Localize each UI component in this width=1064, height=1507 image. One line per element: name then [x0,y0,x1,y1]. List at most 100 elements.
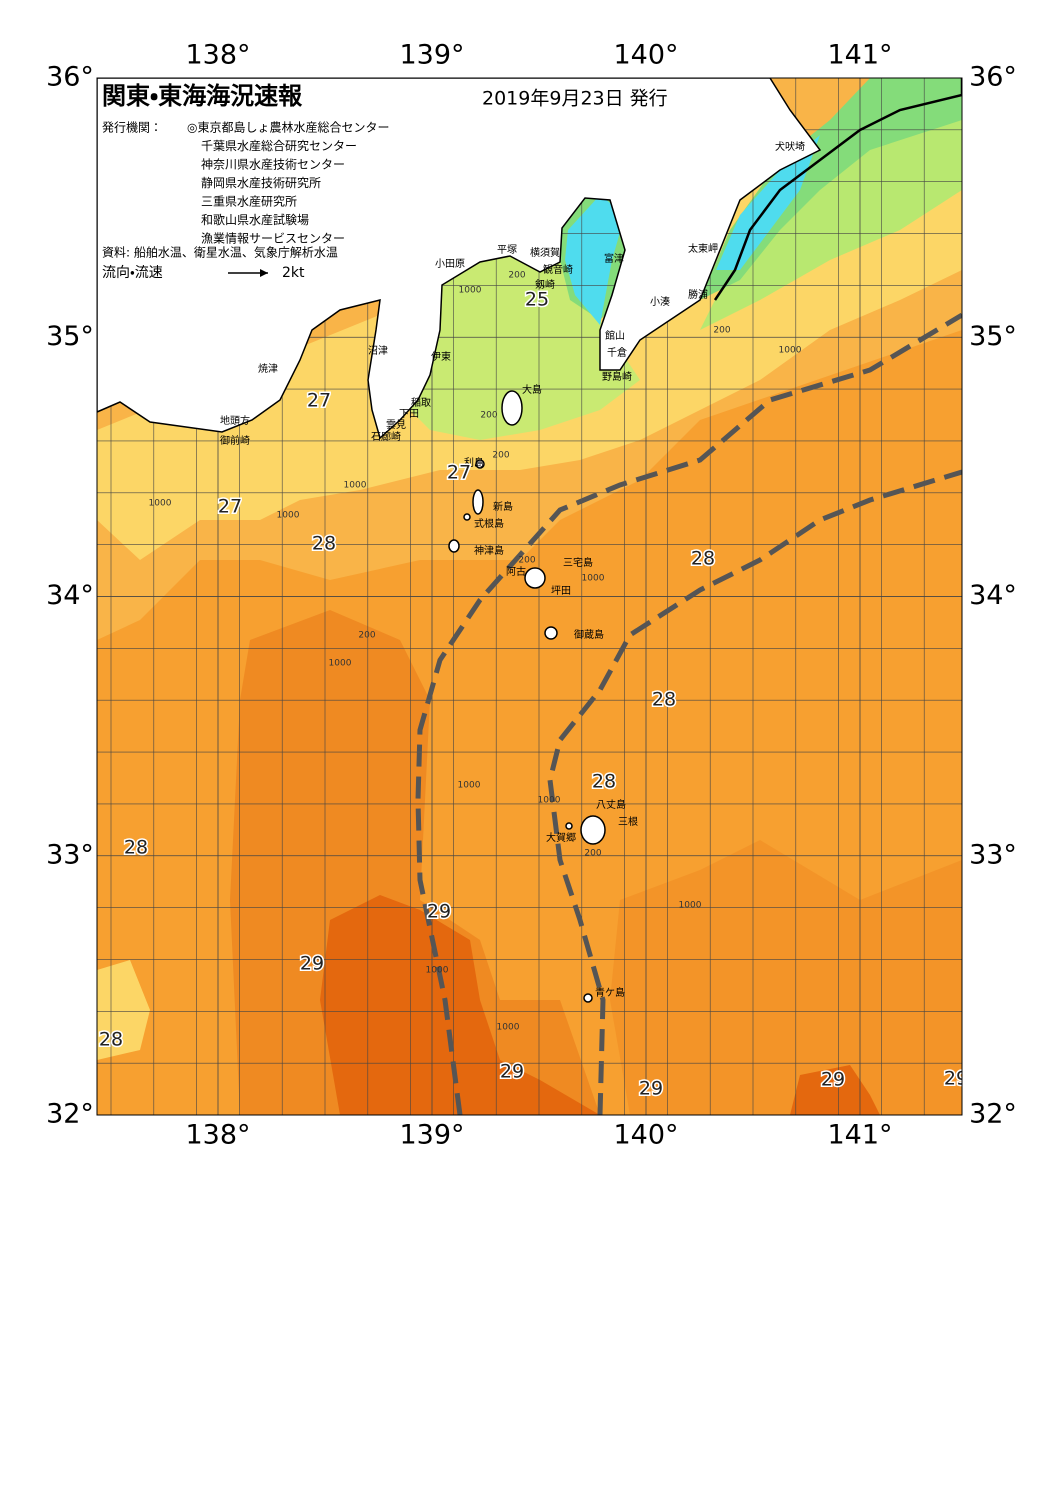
bay-cyan [565,195,625,325]
island [463,513,471,521]
lat-tick-label: 35° [969,321,1017,352]
place-name: 青ケ島 [595,986,625,999]
place-name: 伊東 [431,350,451,363]
lon-tick-label: 139° [399,40,464,71]
place-name: 坪田 [551,584,571,597]
island [583,993,593,1003]
island [475,459,485,469]
place-name: 式根島 [474,517,504,530]
place-name: 沼津 [368,344,388,357]
place-name: 横須賀 [530,246,560,259]
publisher: ◎東京都島しょ農林水産総合センター [187,120,389,135]
lat-tick-label: 36° [969,62,1017,93]
lat-tick-label: 33° [969,839,1017,870]
island [565,822,573,830]
publishers: ◎東京都島しょ農林水産総合センター千葉県水産総合研究センター神奈川県水産技術セン… [187,120,389,246]
sea-green-east [700,78,962,300]
place-name: 観音崎 [543,263,573,276]
isotherm-label: 27 [307,390,331,412]
depth-label: 1000 [458,781,481,791]
place-name: 太東岬 [688,242,718,255]
map-frame [96,77,963,1116]
place-name: 千倉 [607,347,627,359]
depth-label: 1000 [538,796,561,806]
place-name: 利島 [464,456,484,469]
depth-label: 200 [358,631,375,641]
island [501,390,523,426]
island [472,489,484,515]
place-name: 地頭方 [220,414,250,427]
depth-label: 1000 [277,511,300,521]
lat-tick-label: 33° [46,839,94,870]
isotherm-label: 29 [944,1068,968,1090]
place-name: 小湊 [650,295,670,308]
sources: 資料: 船舶水温、衛星水温、気象庁解析水温 [102,245,338,260]
place-name: 御前崎 [220,434,250,447]
isotherm-label: 28 [691,548,715,570]
place-name: 石廊崎 [371,430,401,443]
lat-tick-label: 35° [46,321,94,352]
depth-label: 200 [492,451,509,461]
legend-label: 流向・流速 [102,265,163,281]
lon-tick-label: 141° [827,1120,892,1151]
place-name: 剱崎 [535,278,555,291]
kuroshio-axis [415,312,962,1115]
depth-label: 200 [508,271,525,281]
place-name: 勝浦 [688,288,708,301]
place-name: 稲取 [411,397,431,409]
depth-label: 200 [713,326,730,336]
island [524,567,546,589]
lon-tick-label: 139° [399,1120,464,1151]
place-name: 犬吠埼 [775,140,805,153]
publisher: 神奈川県水産技術センター [201,157,345,172]
isotherm-label: 29 [500,1061,524,1083]
issue-date: 2019年9月23日 発行 [482,88,668,110]
publisher: 漁業情報サービスセンター [201,232,345,246]
depth-label: 1000 [426,966,449,976]
publisher: 千葉県水産総合研究センター [201,138,357,153]
place-name: 小田原 [435,258,465,270]
lat-tick-label: 32° [969,1099,1017,1130]
place-name: 焼津 [258,363,278,375]
isotherm-label: 28 [312,533,336,555]
contour-line [713,78,962,301]
place-name: 大島 [522,383,542,396]
publisher: 三重県水産研究所 [201,195,297,209]
isotherm-label: 28 [124,837,148,859]
isotherm-label: 28 [592,771,616,793]
sea-yellow-sw [97,960,150,1060]
depth-label: 200 [518,556,535,566]
lat-tick-label: 36° [46,62,94,93]
place-name: 八丈島 [596,798,626,811]
place-name: 神津島 [474,544,504,557]
title: 関東・東海海況速報 [102,82,303,110]
sea-cyan-east [716,135,820,270]
depth-label: 1000 [149,499,172,509]
sea-orange-east [610,840,962,1115]
legend-arrowhead [260,269,268,277]
depth-label: 200 [584,849,601,859]
publisher-label: 発行機関： [102,121,162,135]
place-name: 大賀郷 [546,831,576,844]
depth-label: 200 [480,411,497,421]
place-name: 下田 [399,409,419,420]
place-name: 三宅島 [563,556,593,569]
depth-label: 1000 [679,901,702,911]
lon-tick-label: 140° [613,40,678,71]
place-name: 新島 [493,500,513,513]
lon-tick-label: 138° [185,1120,250,1151]
land [97,78,822,440]
isotherm-label: 29 [427,901,451,923]
lon-tick-label: 141° [827,40,892,71]
sea-light-green-east [700,100,962,330]
isotherm-label: 27 [447,462,471,484]
place-name: 三根 [618,815,638,828]
place-name: 雲見 [386,419,406,431]
kuroshio-axis [547,469,962,1115]
isotherm-label: 29 [821,1069,845,1091]
lon-tick-label: 138° [185,40,250,71]
sea-orange-deepest-east [790,1065,880,1115]
